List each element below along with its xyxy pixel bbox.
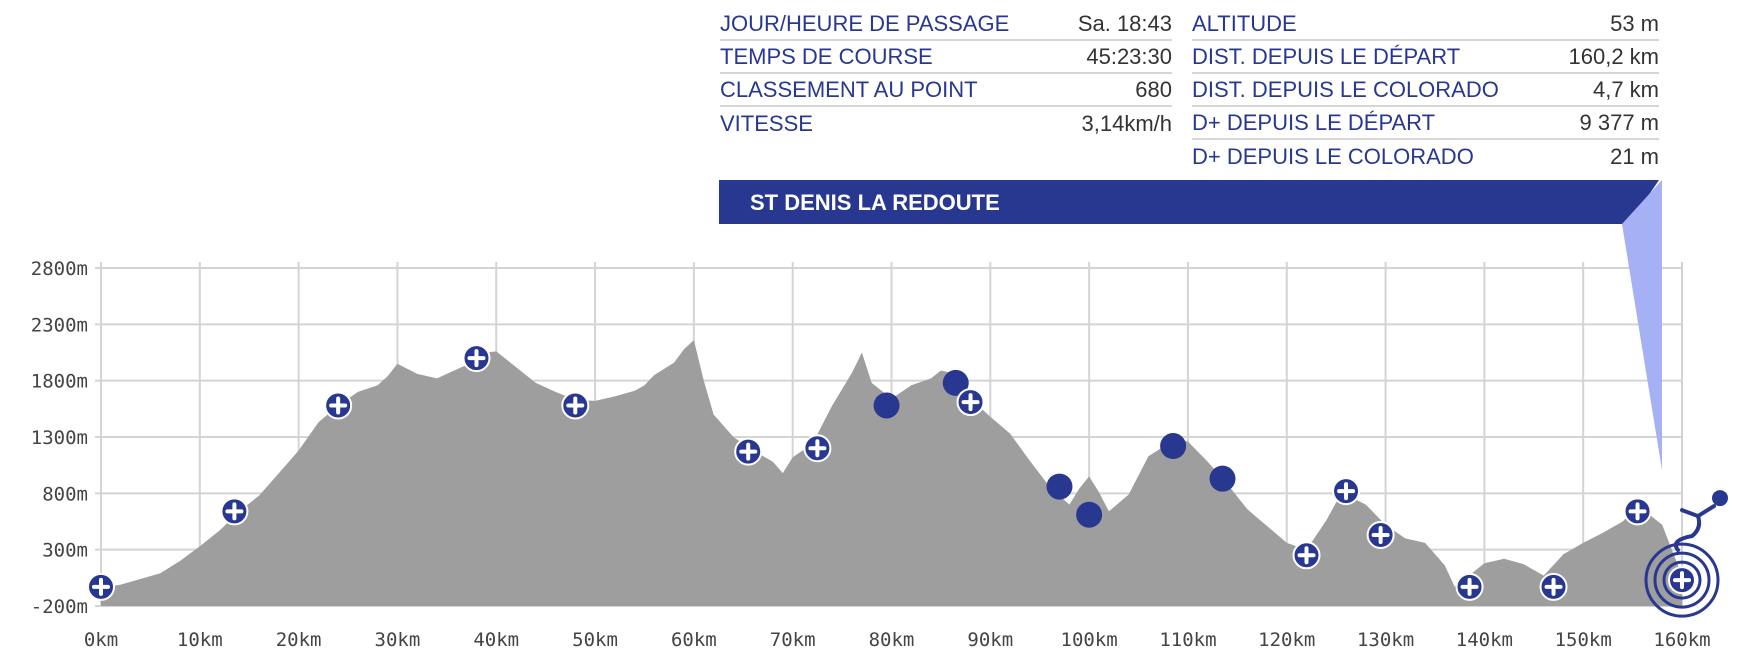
- plus-icon: [1673, 571, 1691, 590]
- info-label: CLASSEMENT AU POINT: [720, 76, 978, 102]
- y-tick-label: 1800m: [31, 371, 88, 393]
- plus-icon: [467, 349, 486, 368]
- info-label: DIST. DEPUIS LE DÉPART: [1192, 43, 1461, 69]
- info-value: 680: [1135, 76, 1172, 102]
- banner-pointer: [1622, 180, 1662, 470]
- plus-icon: [808, 439, 827, 458]
- x-tick-label: 40km: [473, 629, 519, 651]
- plus-icon: [1371, 526, 1390, 545]
- info-row: TEMPS DE COURSE 45:23:30: [720, 41, 1172, 74]
- plus-icon: [1460, 577, 1479, 596]
- info-row: CLASSEMENT AU POINT 680: [720, 74, 1172, 107]
- finish-ring: [1644, 542, 1720, 618]
- checkpoint-marker: [1076, 501, 1103, 528]
- info-label: D+ DEPUIS LE COLORADO: [1192, 143, 1474, 169]
- elevation-area: [101, 340, 1682, 606]
- info-value: 4,7 km: [1592, 76, 1659, 102]
- checkpoint-marker: [1209, 465, 1236, 492]
- finish-ring: [1653, 551, 1711, 609]
- info-row: VITESSE 3,14km/h: [720, 107, 1172, 140]
- plus-icon: [1544, 577, 1563, 596]
- info-label: VITESSE: [720, 110, 813, 136]
- plus-icon: [329, 396, 348, 415]
- x-tick-label: 90km: [967, 629, 1013, 651]
- location-info-table: ALTITUDE 53 m DIST. DEPUIS LE DÉPART 160,2 …: [1192, 8, 1659, 173]
- info-row: JOUR/HEURE DE PASSAGE Sa. 18:43: [720, 8, 1172, 41]
- info-value: 160,2 km: [1568, 43, 1660, 69]
- plus-icon: [566, 396, 585, 415]
- x-tick-label: 10km: [177, 629, 223, 651]
- y-tick-label: 1300m: [31, 427, 88, 449]
- x-tick-label: 120km: [1258, 629, 1315, 651]
- y-tick-label: 2300m: [31, 314, 88, 336]
- plus-icon: [1297, 546, 1316, 565]
- y-tick-label: -200m: [31, 596, 88, 618]
- info-label: JOUR/HEURE DE PASSAGE: [720, 10, 1010, 36]
- x-tick-label: 0km: [84, 629, 118, 651]
- passage-info-table: JOUR/HEURE DE PASSAGE Sa. 18:43 TEMPS DE C…: [720, 8, 1172, 140]
- plus-icon: [1337, 482, 1356, 501]
- info-row: ALTITUDE 53 m: [1192, 8, 1659, 41]
- info-label: TEMPS DE COURSE: [720, 43, 933, 69]
- checkpoint-marker: [873, 392, 900, 419]
- info-value: Sa. 18:43: [1077, 10, 1172, 36]
- runner-icon: [1712, 490, 1728, 507]
- info-row: DIST. DEPUIS LE DÉPART 160,2 km: [1192, 41, 1659, 74]
- info-row: D+ DEPUIS LE COLORADO 21 m: [1192, 140, 1659, 173]
- checkpoint-marker: [1046, 473, 1073, 500]
- info-value: 45:23:30: [1086, 43, 1172, 69]
- info-label: D+ DEPUIS LE DÉPART: [1192, 109, 1436, 135]
- finish-ring: [1662, 560, 1702, 600]
- info-value: 21 m: [1610, 143, 1659, 169]
- x-tick-label: 100km: [1061, 629, 1118, 651]
- checkpoint-marker: [1160, 433, 1187, 460]
- y-tick-label: 2800m: [31, 258, 88, 280]
- plus-icon: [1628, 502, 1647, 521]
- info-value: 3,14km/h: [1081, 110, 1173, 136]
- info-label: ALTITUDE: [1192, 10, 1297, 36]
- x-tick-label: 70km: [770, 629, 816, 651]
- plus-icon: [961, 393, 980, 412]
- x-tick-label: 130km: [1357, 629, 1414, 651]
- x-tick-label: 160km: [1653, 629, 1710, 651]
- y-tick-label: 300m: [42, 540, 88, 562]
- x-tick-label: 110km: [1159, 629, 1216, 651]
- y-tick-label: 800m: [42, 483, 88, 505]
- x-tick-label: 50km: [572, 629, 618, 651]
- x-tick-label: 80km: [869, 629, 915, 651]
- runner-icon: [1673, 504, 1716, 553]
- info-value: 53 m: [1610, 10, 1659, 36]
- x-tick-label: 60km: [671, 629, 717, 651]
- plus-icon: [739, 442, 758, 461]
- info-row: DIST. DEPUIS LE COLORADO 4,7 km: [1192, 74, 1659, 107]
- info-value: 9 377 m: [1579, 109, 1660, 135]
- info-row: D+ DEPUIS LE DÉPART 9 377 m: [1192, 107, 1659, 140]
- checkpoint-banner: [719, 180, 1659, 224]
- x-tick-label: 20km: [276, 629, 322, 651]
- x-tick-label: 150km: [1555, 629, 1612, 651]
- info-label: DIST. DEPUIS LE COLORADO: [1192, 76, 1499, 102]
- plus-icon: [92, 577, 110, 596]
- plus-icon: [225, 502, 244, 521]
- checkpoint-marker: [942, 369, 969, 396]
- x-tick-label: 140km: [1456, 629, 1513, 651]
- x-tick-label: 30km: [375, 629, 421, 651]
- checkpoint-name: ST DENIS LA REDOUTE: [750, 190, 1000, 215]
